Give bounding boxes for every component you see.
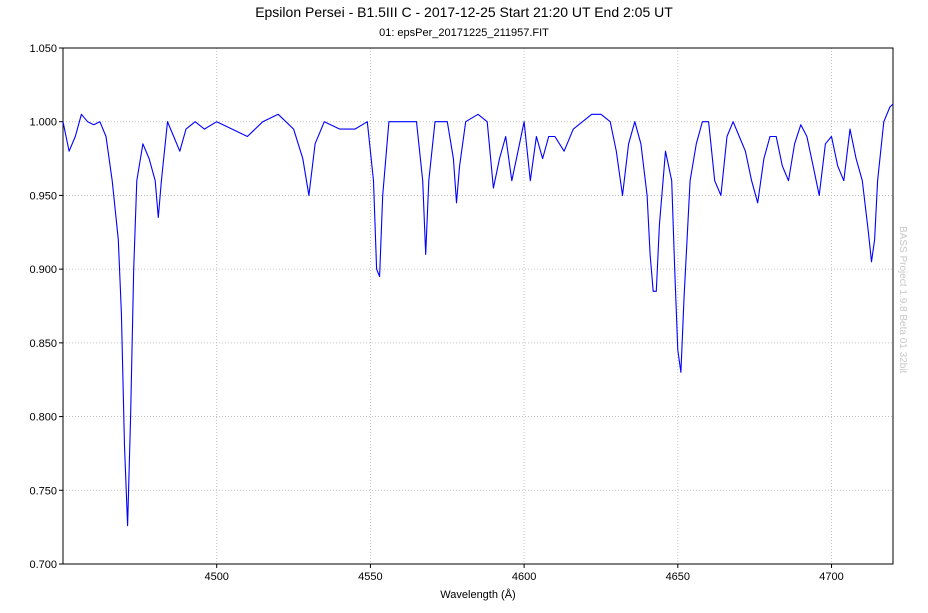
watermark-text: BASS Project 1.9.8 Beta 01 32bit [897,226,908,374]
y-tick-label: 0.800 [29,412,57,424]
y-tick-label: 0.700 [29,559,57,571]
y-tick-label: 0.750 [29,485,57,497]
x-tick-label: 4500 [204,571,228,583]
series-line-spectrum [62,103,894,527]
y-tick-label: 1.050 [29,43,57,55]
plot-area-frame [62,47,894,565]
y-tick-labels: 0.700 0.750 0.800 0.850 0.900 0.950 1.000 1.050 [29,43,57,571]
x-tick-label: 4650 [666,571,690,583]
x-tick-label: 4550 [358,571,382,583]
chart-title: Epsilon Persei - B1.5III C - 2017-12-25 … [255,4,673,20]
x-axis-label: Wavelength (Å) [440,588,515,601]
y-tick-label: 0.900 [29,264,57,276]
y-tick-label: 0.950 [29,190,57,202]
x-tick-label: 4700 [819,571,843,583]
grid [59,47,893,568]
x-tick-label: 4600 [512,571,536,583]
chart-subtitle: 01: epsPer_20171225_211957.FIT [379,27,549,39]
x-tick-labels: 4500 4550 4600 4650 4700 [204,571,843,583]
y-tick-label: 0.850 [29,338,57,350]
y-tick-label: 1.000 [29,117,57,129]
